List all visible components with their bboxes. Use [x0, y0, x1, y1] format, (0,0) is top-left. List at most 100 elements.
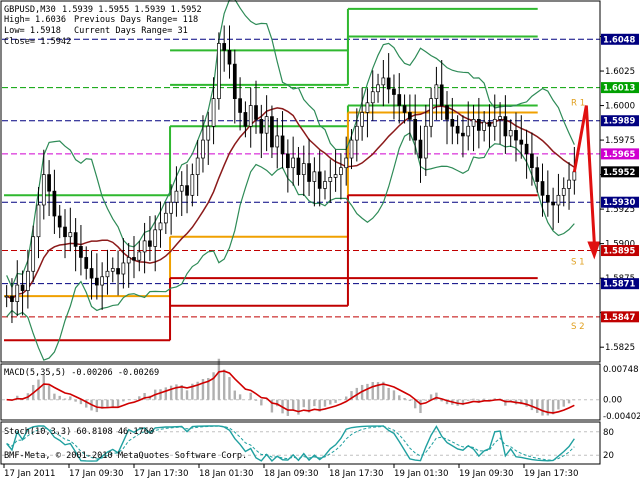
price-tag-label: 1.5989 [603, 116, 635, 126]
candle-body [89, 268, 94, 279]
price-tag-1.6013 [601, 82, 639, 94]
candle-body [280, 135, 285, 155]
time-label: 18 Jan 17:30 [329, 469, 383, 479]
candle-body [307, 163, 311, 182]
candle-body [455, 125, 460, 134]
candle-body [285, 153, 290, 169]
candle-body [498, 116, 502, 120]
macd-panel[interactable] [2, 358, 600, 416]
candle-body [110, 268, 115, 272]
candle-body [519, 139, 524, 145]
candle-body [10, 295, 14, 302]
macd-title: MACD(5,35,5) -0.00206 -0.00269 [4, 368, 159, 378]
stoch-tick-label: 80 [603, 428, 614, 438]
candle-body [450, 119, 455, 127]
candle-body [360, 112, 364, 127]
candle-body [317, 171, 322, 189]
ohlc-info: GBPUSD,M30 1.5939 1.5955 1.5939 1.5952 H… [4, 5, 202, 47]
price-tag-label: 1.5895 [603, 246, 635, 256]
curr-range-label: Current Days Range= 31 [74, 26, 188, 36]
candle-body [254, 105, 258, 120]
candle-body [397, 94, 402, 106]
candle-body [41, 174, 46, 206]
symbol-label: GBPUSD,M30 [4, 5, 56, 15]
time-label: 19 Jan 01:30 [394, 469, 448, 479]
candle-body [434, 84, 439, 100]
candle-body [57, 215, 62, 228]
price-tag-label: 1.6048 [603, 34, 635, 44]
macd-tick-label: 0.00748 [603, 365, 639, 375]
stoch-tick-label: 20 [603, 451, 614, 461]
candle-body [561, 188, 566, 196]
candle-body [365, 102, 370, 113]
price-tick-label: 1.5900 [605, 240, 635, 250]
close-label: Close= 1.5942 [4, 37, 71, 47]
candle-body [301, 163, 306, 175]
candle-body [482, 121, 487, 131]
candle-body [264, 116, 269, 134]
time-label: 17 Jan 2011 [4, 469, 56, 479]
bollinger-lower [6, 131, 575, 361]
forecast-arrow-head [587, 241, 601, 260]
time-axis: 17 Jan 2011 17 Jan 09:30 17 Jan 17:30 18 Ja… [3, 464, 578, 479]
candle-body [386, 77, 391, 90]
price-tick-label: 1.6025 [605, 67, 635, 77]
candle-body [174, 190, 179, 203]
candle-body [217, 43, 221, 100]
candle-body [530, 153, 534, 169]
stoch-panel-border [0, 421, 601, 465]
candle-body [408, 112, 412, 120]
candle-body [328, 177, 333, 182]
copyright-text: BMF-Meta, © 2001-2010 MetaQuotes Softwar… [4, 451, 247, 461]
macd-tick-label: 0.00 [603, 396, 622, 406]
candle-body [445, 105, 449, 120]
forecast-arrow-line [572, 105, 596, 244]
candle-body [148, 240, 152, 247]
candle-body [514, 130, 518, 141]
time-label: 17 Jan 09:30 [69, 469, 123, 479]
candle-body [20, 284, 25, 291]
candle-body [185, 185, 189, 196]
candle-body [190, 174, 195, 196]
candle-body [47, 174, 51, 192]
candle-body [227, 49, 232, 65]
price-tag-label: 1.5965 [603, 149, 635, 159]
candle-body [222, 43, 227, 51]
candle-body [349, 139, 354, 159]
candle-body [492, 119, 497, 127]
candle-body [508, 130, 513, 137]
candle-body [68, 232, 73, 238]
time-label: 18 Jan 09:30 [264, 469, 318, 479]
candle-body [402, 105, 407, 113]
candle-body [535, 167, 540, 182]
candle-body [439, 84, 444, 106]
candle-body [84, 257, 89, 269]
candle-body [471, 119, 476, 127]
stoch-panel[interactable] [2, 425, 600, 463]
macd-signal-line [6, 370, 575, 414]
candle-body [392, 88, 396, 95]
candle-body [429, 98, 433, 127]
price-panel[interactable]: R 1 S 1 S 2 [2, 0, 601, 361]
candle-body [270, 116, 274, 148]
candle-body [126, 257, 131, 264]
bollinger-upper [6, 0, 575, 289]
price-tag-1.5871 [601, 278, 639, 290]
price-tag-label: 1.5930 [603, 197, 635, 207]
candle-body [121, 262, 126, 275]
candle-body [169, 201, 173, 214]
macd-panel-border [0, 363, 601, 421]
candle-body [232, 63, 237, 100]
candle-body [354, 125, 359, 141]
candle-body [116, 268, 120, 275]
price-tag-label: 1.5871 [603, 279, 635, 289]
candle-body [31, 236, 36, 272]
price-tag-1.5895 [601, 245, 639, 257]
candle-body [243, 112, 248, 127]
candle-body [423, 125, 428, 159]
candle-body [153, 229, 158, 247]
candle-body [142, 240, 147, 253]
time-label: 17 Jan 17:30 [134, 469, 188, 479]
low-label: Low= 1.5918 [4, 26, 61, 36]
